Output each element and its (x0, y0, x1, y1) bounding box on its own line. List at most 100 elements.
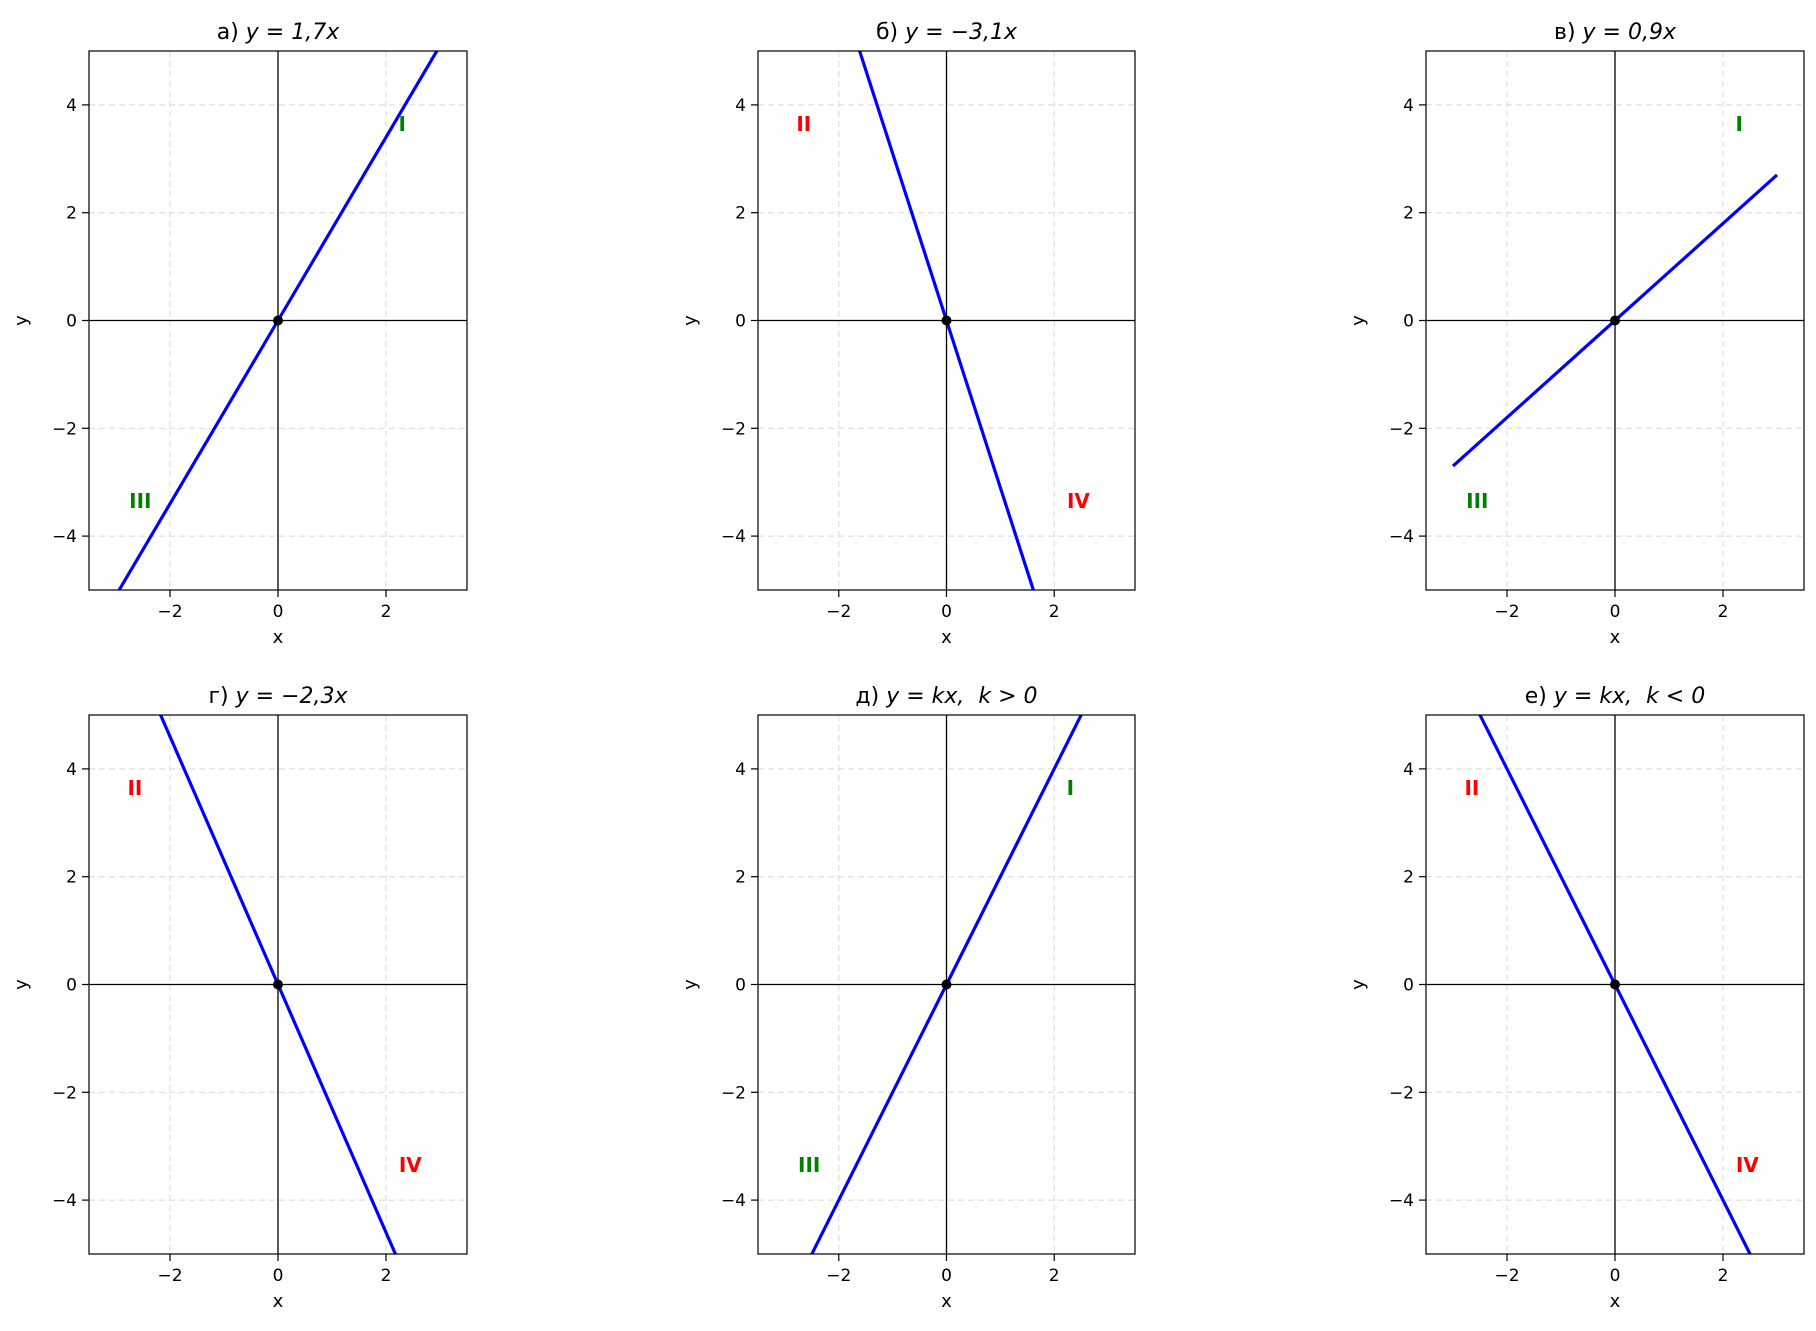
y-tick-label: 0 (66, 312, 77, 332)
x-tick-label: 2 (381, 602, 392, 622)
x-tick-label: 2 (1049, 1266, 1060, 1286)
origin-point (1610, 315, 1620, 326)
y-tick-label: −4 (1389, 1191, 1414, 1211)
y-tick-label: −2 (1389, 419, 1414, 439)
title-prefix: д) (855, 684, 886, 709)
quadrant-label: IV (1736, 1153, 1759, 1177)
x-tick-label: −2 (1494, 602, 1519, 622)
x-tick-label: 0 (1610, 1266, 1621, 1286)
y-tick-label: −2 (721, 419, 746, 439)
x-axis-label: x (1610, 627, 1621, 648)
x-tick-label: 2 (1718, 602, 1729, 622)
x-tick-label: 0 (941, 1266, 952, 1286)
quadrant-label: II (796, 112, 811, 136)
origin-point (1610, 979, 1620, 990)
title-prefix: е) (1525, 684, 1554, 709)
quadrant-label: III (798, 1153, 820, 1177)
origin-point (273, 979, 283, 990)
title-formula: y = −2,3x (235, 684, 349, 709)
y-tick-label: 4 (66, 96, 77, 116)
subplot-4: II IV −2 0 2 −4 −2 0 2 4 x y г) y = −2,3x (11, 684, 468, 1312)
y-tick-label: 0 (735, 976, 746, 996)
y-tick-label: 4 (1403, 96, 1414, 116)
y-axis-label: y (11, 315, 32, 326)
subplot-title: в) y = 0,9x (1554, 20, 1677, 45)
title-prefix: б) (876, 20, 905, 45)
y-tick-label: 4 (735, 96, 746, 116)
subplot-title: е) y = kx, k < 0 (1525, 684, 1705, 709)
y-tick-label: −2 (52, 1083, 77, 1103)
title-formula: y = 1,7x (245, 20, 340, 45)
subplot-title: г) y = −2,3x (208, 684, 348, 709)
y-axis-label: y (680, 979, 701, 990)
y-tick-label: −2 (52, 419, 77, 439)
quadrant-label: IV (399, 1153, 422, 1177)
x-tick-label: 0 (941, 602, 952, 622)
origin-point (941, 979, 952, 990)
quadrant-label: II (1464, 776, 1479, 800)
x-tick-label: −2 (826, 1266, 851, 1286)
title-formula: y = −3,1x (904, 20, 1018, 45)
title-formula: y = kx, k > 0 (885, 684, 1037, 709)
x-axis-label: x (941, 627, 952, 648)
quadrant-label: IV (1067, 489, 1090, 513)
y-tick-label: 4 (1403, 760, 1414, 780)
y-tick-label: −4 (721, 527, 746, 547)
y-axis-label: y (1348, 979, 1369, 990)
quadrant-label: III (1466, 489, 1488, 513)
y-axis-label: y (680, 315, 701, 326)
x-tick-label: 0 (273, 1266, 284, 1286)
title-formula: y = 0,9x (1582, 20, 1677, 45)
y-tick-label: −4 (721, 1191, 746, 1211)
y-tick-label: 2 (66, 204, 77, 224)
y-tick-label: 2 (735, 204, 746, 224)
x-tick-label: −2 (157, 602, 182, 622)
x-tick-label: −2 (157, 1266, 182, 1286)
x-axis-label: x (941, 1291, 952, 1312)
y-axis-label: y (11, 979, 32, 990)
y-tick-label: −4 (1389, 527, 1414, 547)
y-tick-label: 2 (735, 868, 746, 888)
title-prefix: г) (208, 684, 235, 709)
subplot-title: а) y = 1,7x (217, 20, 340, 45)
x-tick-label: 0 (1610, 602, 1621, 622)
x-tick-label: −2 (1494, 1266, 1519, 1286)
x-axis-label: x (273, 1291, 284, 1312)
quadrant-label: I (1067, 776, 1074, 800)
origin-point (273, 315, 283, 326)
y-tick-label: 0 (735, 312, 746, 332)
y-tick-label: 0 (66, 976, 77, 996)
y-tick-label: −4 (52, 1191, 77, 1211)
subplot-2: II IV −2 0 2 −4 −2 0 2 4 x y б) y = −3,1x (680, 20, 1136, 648)
subplot-title: д) y = kx, k > 0 (855, 684, 1037, 709)
y-tick-label: −4 (52, 527, 77, 547)
y-tick-label: 2 (1403, 868, 1414, 888)
title-formula: y = kx, k < 0 (1553, 684, 1705, 709)
y-tick-label: −2 (1389, 1083, 1414, 1103)
x-tick-label: −2 (826, 602, 851, 622)
origin-point (941, 315, 952, 326)
y-tick-label: 0 (1403, 312, 1414, 332)
subplot-6: II IV −2 0 2 −4 −2 0 2 4 x y е) y = kx, k < 0 (1348, 684, 1805, 1312)
y-axis-label: y (1348, 315, 1369, 326)
quadrant-label: III (129, 489, 151, 513)
quadrant-label: I (1735, 112, 1742, 136)
title-prefix: а) (217, 20, 246, 45)
quadrant-label: II (127, 776, 142, 800)
subplot-title: б) y = −3,1x (876, 20, 1018, 45)
y-tick-label: −2 (721, 1083, 746, 1103)
x-tick-label: 2 (1049, 602, 1060, 622)
quadrant-label: I (398, 112, 405, 136)
x-axis-label: x (1610, 1291, 1621, 1312)
title-prefix: в) (1554, 20, 1583, 45)
x-tick-label: 0 (273, 602, 284, 622)
x-tick-label: 2 (1718, 1266, 1729, 1286)
y-tick-label: 2 (1403, 204, 1414, 224)
y-tick-label: 4 (66, 760, 77, 780)
x-axis-label: x (273, 627, 284, 648)
x-tick-label: 2 (381, 1266, 392, 1286)
